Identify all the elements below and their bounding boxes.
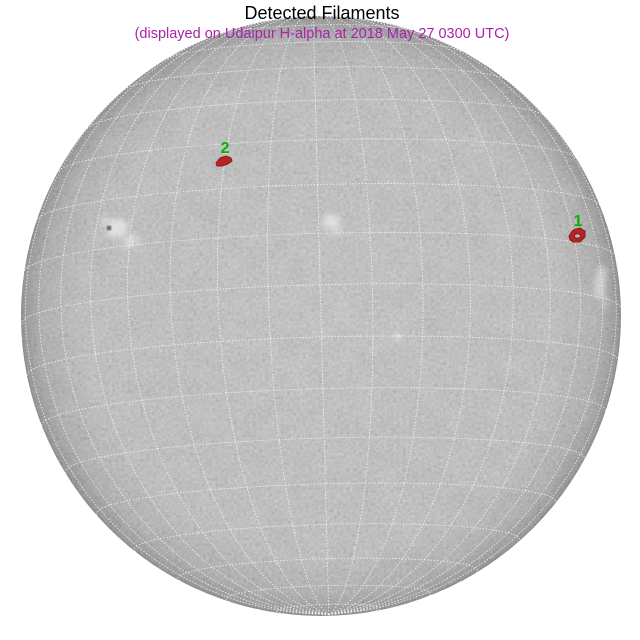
grid-meridian — [326, 15, 424, 615]
grid-meridian — [24, 63, 330, 615]
grid-meridian — [126, 17, 330, 615]
grid-meridian — [328, 26, 604, 615]
grid-parallel — [36, 183, 601, 221]
grid-meridian — [328, 19, 581, 615]
grid-meridian — [216, 16, 330, 615]
filament-label-2: 2 — [221, 140, 230, 157]
filament-label-1: 1 — [574, 213, 583, 230]
grid-parallel — [20, 283, 622, 325]
grid-meridian — [328, 16, 514, 615]
figure-title: Detected Filaments — [244, 3, 399, 23]
filament-contour-2 — [215, 155, 233, 167]
grid-meridian — [169, 16, 330, 615]
figure-subtitle: (displayed on Udaipur H-alpha at 2018 Ma… — [135, 26, 510, 42]
grid-parallel — [95, 482, 557, 516]
grid-meridian — [328, 15, 471, 615]
grid-meridian — [328, 55, 617, 615]
grid-meridian — [312, 15, 330, 615]
grid-parallel — [225, 584, 432, 603]
filament-contour-1 — [568, 227, 586, 243]
heliographic-grid — [20, 15, 622, 615]
grid-parallel — [58, 138, 576, 172]
grid-parallel — [86, 99, 545, 129]
grid-meridian — [60, 21, 330, 615]
grid-parallel — [64, 436, 586, 474]
grid-parallel — [24, 231, 615, 271]
grid-parallel — [133, 523, 521, 553]
grid-meridian — [38, 30, 330, 615]
grid-parallel — [124, 66, 506, 90]
grid-parallel — [276, 603, 382, 615]
grid-parallel — [41, 387, 606, 426]
grid-parallel — [26, 335, 619, 376]
filament-labels: 21 — [221, 140, 583, 230]
grid-meridian — [267, 16, 330, 615]
grid-meridian — [319, 15, 374, 615]
grid-parallel — [167, 41, 462, 59]
filament-contours — [215, 155, 586, 243]
